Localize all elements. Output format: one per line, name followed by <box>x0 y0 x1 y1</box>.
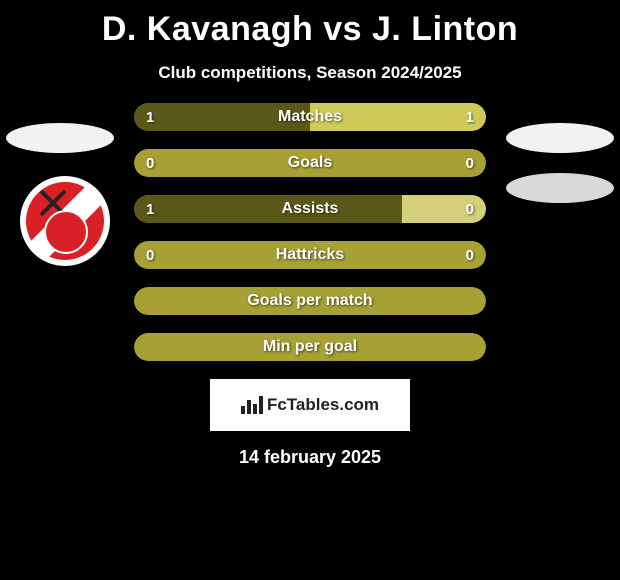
stats-container: 11Matches 00Goals 10Assists 00Hattricks Goal… <box>0 103 620 468</box>
stat-row: 10Assists <box>134 195 486 223</box>
fctables-logo[interactable]: FcTables.com <box>210 379 410 431</box>
page-title: D. Kavanagh vs J. Linton <box>0 0 620 49</box>
stat-row: Goals per match <box>134 287 486 315</box>
stat-label: Assists <box>134 195 486 223</box>
stat-label: Goals <box>134 149 486 177</box>
logo-text: FcTables.com <box>267 395 379 415</box>
stat-bars: 11Matches 00Goals 10Assists 00Hattricks Goal… <box>134 103 486 361</box>
stat-row: 00Hattricks <box>134 241 486 269</box>
stat-label: Matches <box>134 103 486 131</box>
stat-label: Goals per match <box>134 287 486 315</box>
date-label: 14 february 2025 <box>0 447 620 468</box>
logo-chart-icon <box>241 396 263 414</box>
stat-row: 11Matches <box>134 103 486 131</box>
stat-label: Min per goal <box>134 333 486 361</box>
stat-row: Min per goal <box>134 333 486 361</box>
page-subtitle: Club competitions, Season 2024/2025 <box>0 63 620 83</box>
stat-row: 00Goals <box>134 149 486 177</box>
stat-label: Hattricks <box>134 241 486 269</box>
